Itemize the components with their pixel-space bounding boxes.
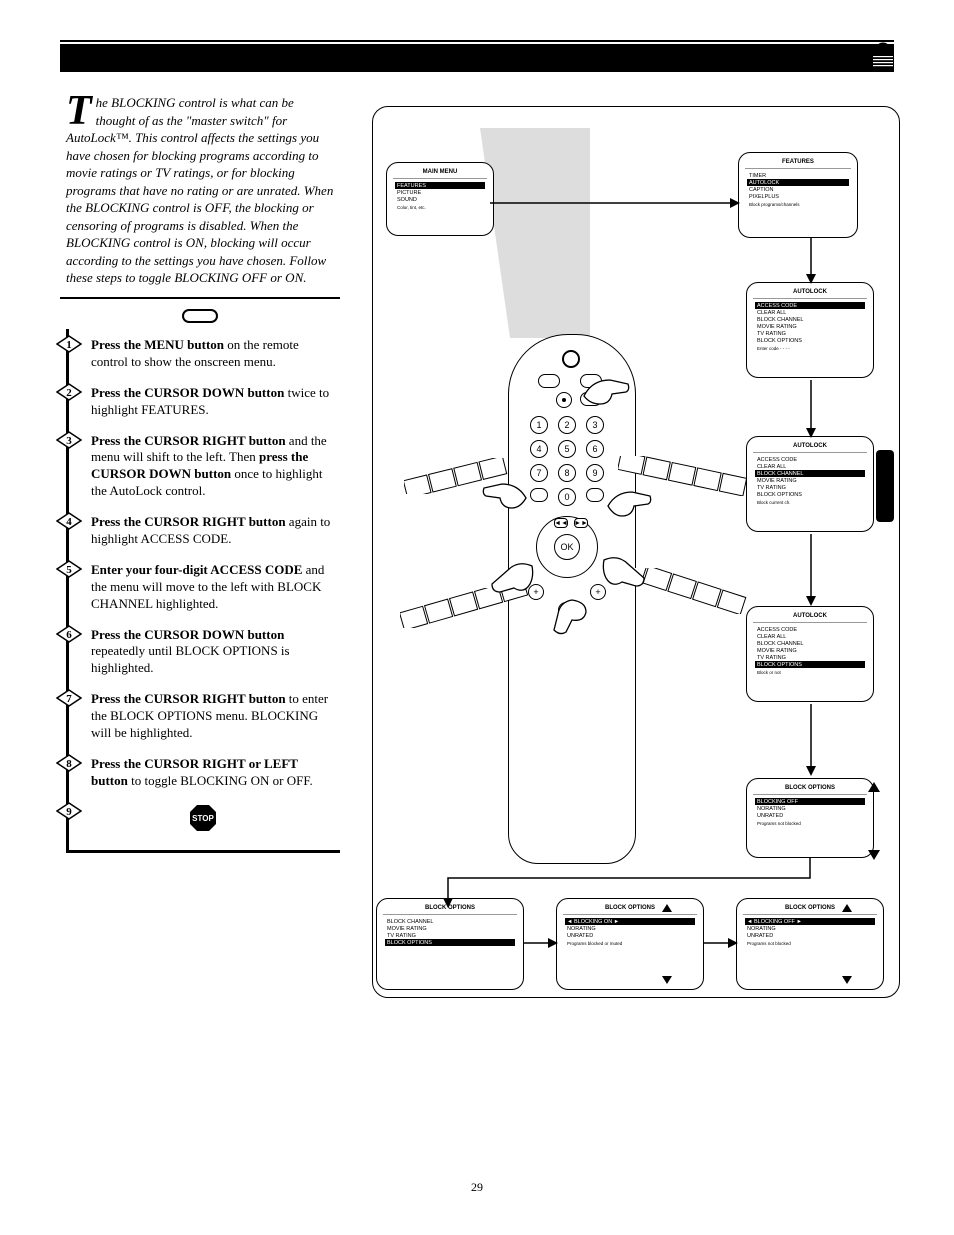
menu-m3: AUTOLOCK ACCESS CODE CLEAR ALLBLOCK CHAN… [746,282,874,378]
step-3: 3Press the CURSOR RIGHT button and the m… [69,433,336,501]
arrow [804,704,818,776]
menu-m8: BLOCK OPTIONS◄ BLOCKING ON ►NORATINGUNRA… [556,898,704,990]
stop-icon: STOP [189,804,217,832]
svg-text:6: 6 [66,629,72,641]
menu-m7: BLOCK OPTIONSBLOCK CHANNELMOVIE RATINGTV… [376,898,524,990]
step-5: 5Enter your four-digit ACCESS CODE and t… [69,562,336,613]
arrow [804,380,818,438]
hand-icon [600,554,648,592]
svg-text:5: 5 [66,564,72,576]
step-4: 4Press the CURSOR RIGHT button again to … [69,514,336,548]
step-6: 6Press the CURSOR DOWN button repeatedly… [69,627,336,678]
svg-text:2: 2 [66,387,72,399]
arrow [704,936,738,950]
svg-text:1: 1 [66,339,72,351]
arrow [804,534,818,606]
menu-m2: FEATURESTIMER AUTOLOCK CAPTIONPIXELPLUSB… [738,152,858,238]
diagram-area: 1 2 3 4 5 6 7 8 9 0 OK ◄◄ ►► + + − [360,98,900,1148]
hand-icon [582,372,632,406]
svg-text:3: 3 [66,435,72,447]
arrow [524,936,558,950]
menu-m5: AUTOLOCKACCESS CODECLEAR ALLBLOCK CHANNE… [746,606,874,702]
menu-m6: BLOCK OPTIONS BLOCKING OFF NORATINGUNRAT… [746,778,874,858]
svg-text:7: 7 [66,693,72,705]
page-number: 29 [60,1180,894,1195]
step-1: 1Press the MENU button on the remote con… [69,337,336,371]
arrow [804,238,818,284]
hand-icon [480,478,528,512]
step-2: 2Press the CURSOR DOWN button twice to h… [69,385,336,419]
svg-text:STOP: STOP [192,814,214,823]
menu-m1: MAIN MENU FEATURES PICTURESOUNDColor, ti… [386,162,494,236]
hand-icon [606,486,654,520]
menu-m9: BLOCK OPTIONS◄ BLOCKING OFF ►NORATINGUNR… [736,898,884,990]
svg-text:9: 9 [66,806,72,818]
button-capsule-icon [182,309,218,323]
menu-m4: AUTOLOCKACCESS CODECLEAR ALL BLOCK CHANN… [746,436,874,532]
steps-list: 1Press the MENU button on the remote con… [66,329,340,853]
svg-text:8: 8 [66,758,72,770]
arrow [490,196,740,210]
intro-paragraph: The BLOCKING control is what can be thou… [60,88,340,299]
header-bar [60,44,894,72]
step-8: 8Press the CURSOR RIGHT or LEFT button t… [69,756,336,790]
lock-icon [870,42,896,72]
hand-icon [550,598,594,636]
hand-icon [488,560,536,598]
svg-text:4: 4 [66,516,72,528]
step-7: 7Press the CURSOR RIGHT button to enter … [69,691,336,742]
arrow [440,858,820,908]
